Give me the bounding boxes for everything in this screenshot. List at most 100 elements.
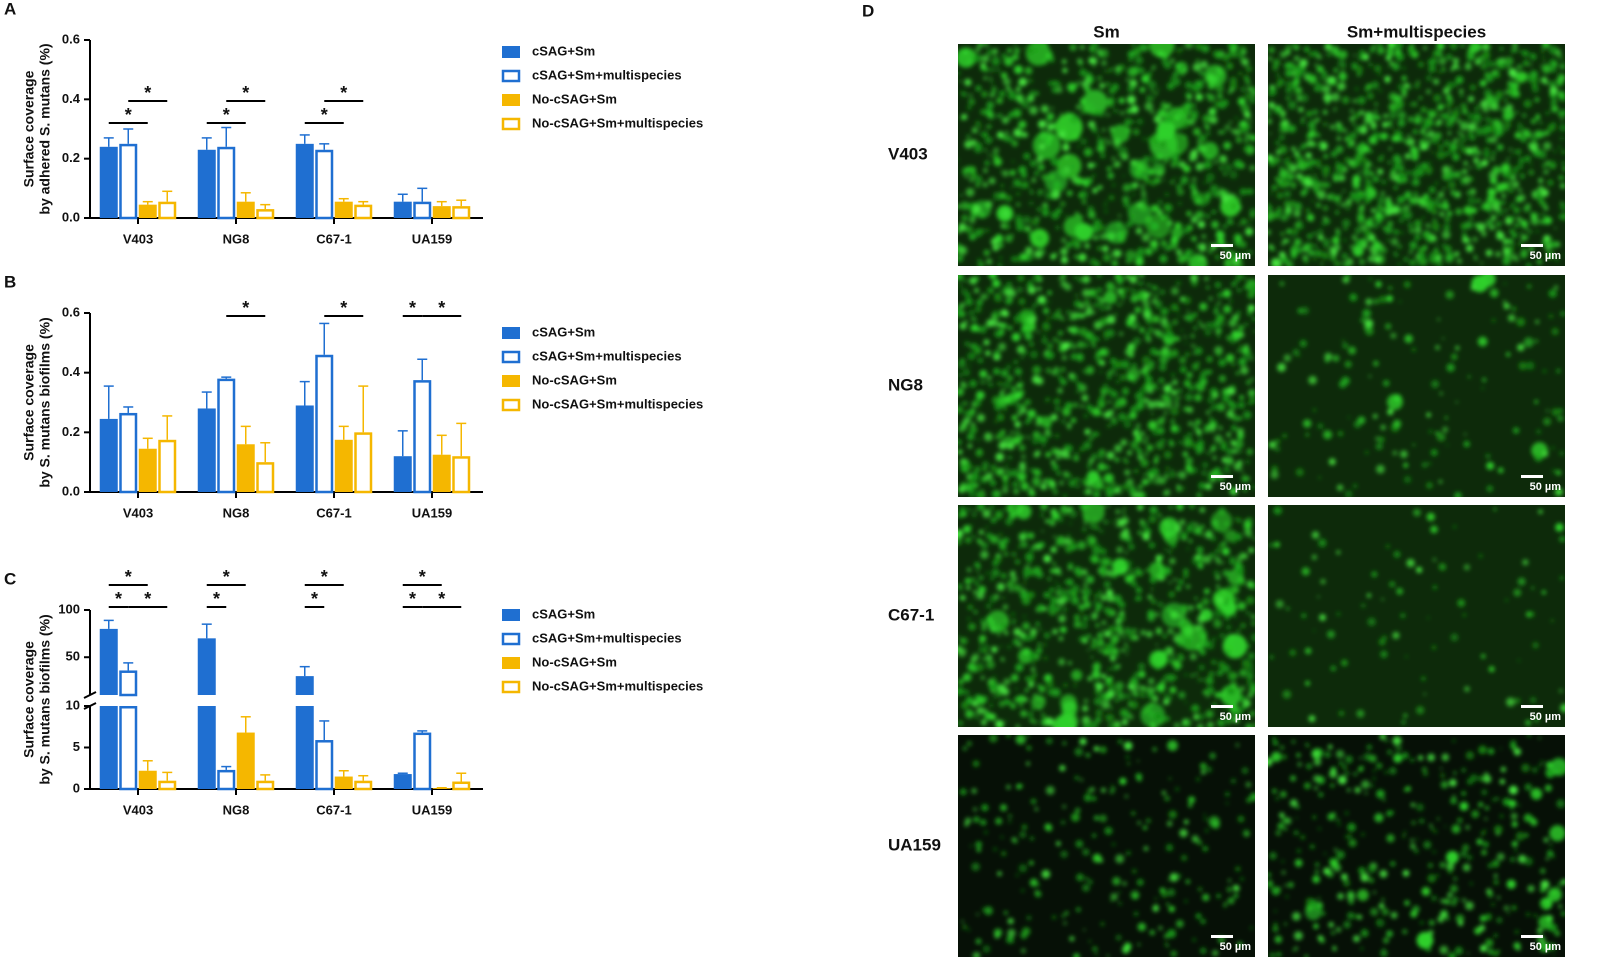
fluorescence xyxy=(1406,137,1415,147)
fluorescence xyxy=(1243,111,1251,118)
fluorescence xyxy=(1179,126,1182,130)
fluorescence xyxy=(1091,126,1098,133)
fluorescence xyxy=(1135,423,1141,428)
fluorescence xyxy=(1485,71,1491,77)
fluorescence xyxy=(1006,735,1011,738)
fluorescence xyxy=(1457,258,1462,264)
fluorescence xyxy=(1394,252,1399,257)
fluorescence xyxy=(1141,492,1144,496)
fluorescence xyxy=(1154,455,1160,461)
fluorescence xyxy=(1050,413,1058,421)
fluorescence xyxy=(1237,349,1241,353)
fluorescence xyxy=(1314,63,1318,67)
fluorescence xyxy=(1400,137,1406,143)
fluorescence xyxy=(1178,579,1184,585)
fluorescence xyxy=(1001,116,1009,124)
fluorescence xyxy=(1478,924,1486,932)
fluorescence xyxy=(1139,690,1145,696)
fluorescence xyxy=(1231,362,1236,367)
fluorescence xyxy=(1227,686,1236,696)
fluorescence xyxy=(1363,123,1367,128)
fluorescence xyxy=(1081,199,1087,205)
fluorescence xyxy=(1051,511,1060,520)
fluorescence xyxy=(1496,797,1499,801)
fluorescence xyxy=(1148,515,1157,524)
fluorescence xyxy=(1333,195,1341,203)
fluorescence xyxy=(1145,213,1172,239)
fluorescence xyxy=(1178,470,1187,480)
fluorescence xyxy=(1503,259,1507,263)
fluorescence xyxy=(974,466,981,474)
fluorescence xyxy=(1083,413,1088,418)
fluorescence xyxy=(986,258,993,265)
fluorescence xyxy=(1362,170,1370,177)
fluorescence xyxy=(1166,673,1176,683)
fluorescence xyxy=(1085,877,1089,881)
fluorescence xyxy=(1087,676,1093,682)
fluorescence xyxy=(1063,471,1068,476)
fluorescence xyxy=(1341,202,1346,207)
fluorescence xyxy=(1003,699,1010,705)
fluorescence xyxy=(1152,315,1161,323)
fluorescence xyxy=(1114,312,1118,316)
fluorescence xyxy=(1383,937,1390,944)
fluorescence xyxy=(1092,343,1096,348)
fluorescence xyxy=(1337,202,1341,207)
fluorescence xyxy=(1432,138,1435,142)
fluorescence xyxy=(1247,86,1252,91)
fluorescence xyxy=(983,432,993,442)
fluorescence xyxy=(1506,158,1510,161)
fluorescence xyxy=(1513,588,1522,597)
fluorescence xyxy=(1000,804,1007,812)
fluorescence xyxy=(1225,62,1234,70)
fluorescence xyxy=(1450,797,1457,805)
fluorescence xyxy=(996,582,1005,591)
fluorescence xyxy=(1475,200,1478,203)
fluorescence xyxy=(1562,253,1565,257)
fluorescence xyxy=(990,80,994,84)
fluorescence xyxy=(1011,53,1019,61)
fluorescence xyxy=(1477,336,1488,347)
fluorescence xyxy=(1056,153,1082,179)
fluorescence xyxy=(1541,49,1545,54)
fluorescence xyxy=(1393,394,1402,403)
fluorescence xyxy=(1441,56,1445,61)
fluorescence xyxy=(1149,155,1158,164)
fluorescence xyxy=(1349,131,1358,140)
fluorescence xyxy=(996,683,1006,693)
fluorescence xyxy=(1007,918,1014,925)
fluorescence xyxy=(1245,132,1251,139)
fluorescence xyxy=(1163,566,1172,576)
fluorescence xyxy=(1149,292,1153,296)
fluorescence xyxy=(1481,50,1491,60)
fluorescence xyxy=(1101,620,1107,625)
fluorescence xyxy=(1034,249,1043,259)
fluorescence xyxy=(974,562,980,568)
fluorescence xyxy=(1091,612,1099,620)
fluorescence xyxy=(1202,690,1207,695)
fluorescence xyxy=(1101,60,1107,66)
fluorescence xyxy=(1185,393,1194,402)
fluorescence xyxy=(1324,219,1330,225)
fluorescence xyxy=(1122,287,1129,293)
fluorescence xyxy=(1307,121,1316,130)
fluorescence xyxy=(1535,192,1542,199)
fluorescence xyxy=(1163,162,1166,165)
fluorescence xyxy=(1175,919,1184,928)
fluorescence xyxy=(962,672,972,682)
fluorescence xyxy=(966,134,971,139)
fluorescence xyxy=(1433,78,1440,85)
fluorescence xyxy=(1161,101,1166,106)
fluorescence xyxy=(1148,478,1154,484)
fluorescence xyxy=(1194,672,1199,676)
fluorescence xyxy=(969,428,973,432)
fluorescence xyxy=(1463,440,1470,448)
fluorescence xyxy=(1269,952,1276,957)
fluorescence xyxy=(1239,685,1246,692)
fluorescence xyxy=(1098,648,1103,653)
fluorescence xyxy=(1128,57,1133,63)
bar xyxy=(295,676,314,695)
fluorescence xyxy=(1502,797,1511,807)
fluorescence xyxy=(1300,835,1305,840)
fluorescence xyxy=(1130,288,1137,295)
